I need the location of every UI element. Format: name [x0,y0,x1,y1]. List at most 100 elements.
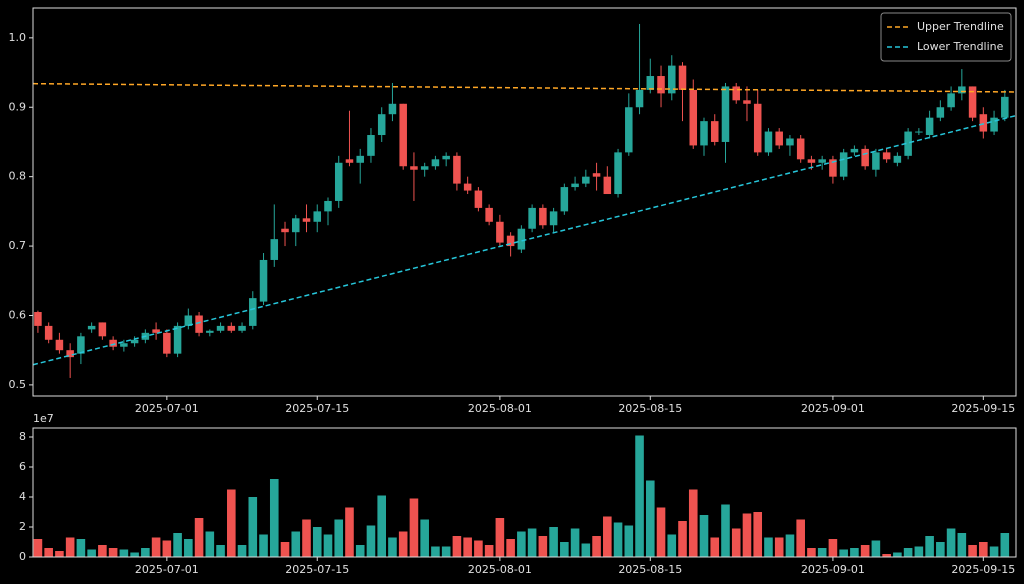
volume-bar [538,536,548,557]
volume-bar [388,537,397,557]
candle-body [743,100,751,104]
candle-body [958,86,966,94]
candle-body [367,135,375,156]
candle-body [216,325,225,331]
candle-body [603,176,612,195]
volume-bar [184,539,193,557]
volume-bar [592,536,601,557]
trendline [32,114,1017,366]
volume-bar [130,552,139,557]
volume-bar [817,548,827,557]
x-tick-label: 2025-08-15 [618,402,682,415]
candle-body [968,86,977,118]
volume-bar [323,534,333,557]
volume-bar [850,548,859,557]
candle-body [345,159,354,163]
candle-body [635,89,644,108]
candle-body [592,173,601,177]
volume-bar [366,525,376,557]
volume-bar [645,480,655,557]
candle-body [120,343,128,347]
candle-body [582,176,590,184]
candle-body [163,332,171,354]
candle-body [152,329,160,333]
volume-bar [205,531,215,557]
candle-body [313,211,322,222]
candle-body [259,259,268,302]
volume-bar [227,489,236,557]
y-tick-label: 0.8 [9,170,27,183]
candle-body [753,103,762,153]
candle-body [334,162,343,201]
y-tick-label: 0.7 [9,239,27,252]
volume-bar [871,540,881,557]
candle-body [936,107,945,118]
volume-bar [860,545,870,557]
candle-body [410,166,418,170]
volume-bar [194,518,204,557]
candle-body [388,103,397,115]
candle-body [614,152,622,195]
volume-bar [667,534,677,557]
volume-bar [280,542,290,557]
volume-bar [98,545,107,557]
candle-body [130,339,139,344]
y-tick-label: 8 [19,430,26,443]
volume-bar [173,533,182,557]
candle-body [882,152,891,160]
volume-bar [55,551,64,557]
volume-bar [420,519,429,557]
x-tick-label: 2025-09-01 [801,563,865,576]
candle-body [721,86,730,142]
volume-bar [527,528,537,557]
candle-body [399,103,407,167]
candle-body [829,159,837,177]
y-tick-label: 0 [19,550,26,563]
candle-body [377,114,386,136]
candle-body [227,325,236,331]
volume-bar [989,546,999,557]
volume-bar [108,548,118,557]
y-tick-label: 4 [19,490,26,503]
candle-body [1001,96,1009,118]
trendline [32,82,1017,93]
candle-body [485,207,493,222]
volume-bar [1000,533,1010,557]
volume-bar [248,497,258,557]
axis-offset-text: 1e7 [33,412,54,425]
candle-body [872,152,880,170]
volume-bar [957,533,967,557]
candle-body [291,218,300,233]
x-tick-label: 2025-08-01 [468,402,532,415]
candle-body [463,183,472,191]
candle-body [517,228,526,250]
candle-body [87,325,96,330]
volume-bar [452,536,462,557]
candle-body [990,117,998,132]
candle-body [66,350,74,358]
volume-bar [549,527,558,557]
candle-body [625,107,633,153]
volume-bar [914,546,924,557]
volume-bar [603,516,612,557]
x-tick-label: 2025-07-15 [285,402,349,415]
candle-body [678,65,687,90]
candle-body [528,207,536,229]
volume-bar [635,435,644,557]
volume-bar [903,548,913,557]
volume-bar [688,489,698,557]
candle-body [324,200,332,212]
volume-bar [517,531,526,557]
volume-bar [721,504,730,557]
candle-body [839,152,848,177]
volume-bar [753,512,763,557]
x-tick-label: 2025-07-01 [135,563,199,576]
volume-bar [334,519,344,557]
volume-bar [710,537,720,557]
volume-bar [560,542,569,557]
volume-bar [33,539,43,557]
y-tick-label: 0.5 [9,378,27,391]
volume-bar [409,498,419,557]
candle-body [775,131,783,146]
